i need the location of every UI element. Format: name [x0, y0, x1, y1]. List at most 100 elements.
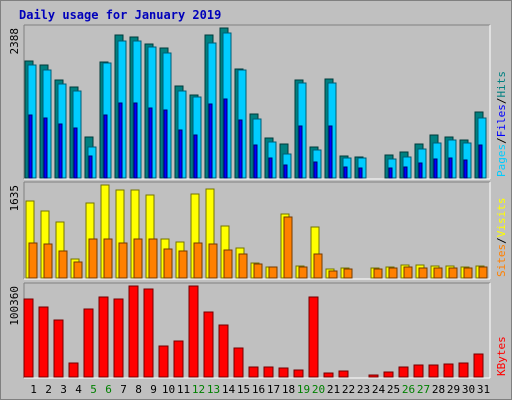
pages-files-hits-bar-pages-day-2 [43, 117, 48, 179]
pages-files-hits-bar-pages-day-22 [343, 166, 348, 179]
pages-files-hits-bar-pages-day-1 [28, 114, 33, 179]
visits-sites-bar-sites-day-5 [88, 238, 98, 279]
x-tick-label-day-28: 28 [432, 383, 445, 396]
kbytes-ymax-label: 100360 [8, 286, 21, 326]
x-tick-label-day-1: 1 [30, 383, 37, 396]
visits-sites-bar-sites-day-14 [223, 249, 233, 279]
pages-files-hits-legend-files: Files [495, 104, 508, 137]
pages-files-hits-ymax-label: 2388 [8, 28, 21, 55]
x-tick-label-day-11: 11 [177, 383, 190, 396]
kbytes-bar-kbytes-day-25 [383, 371, 394, 378]
kbytes-bar-kbytes-day-24 [368, 374, 379, 378]
visits-sites-bar-sites-day-11 [178, 250, 188, 279]
pages-files-hits-bar-pages-day-21 [328, 125, 333, 179]
pages-files-hits-bar-pages-day-6 [103, 114, 108, 179]
x-tick-label-day-3: 3 [60, 383, 67, 396]
visits-sites-bar-sites-day-28 [433, 267, 443, 279]
kbytes-bar-kbytes-day-28 [428, 364, 439, 378]
x-tick-label-day-16: 16 [252, 383, 265, 396]
kbytes-bar-kbytes-day-27 [413, 364, 424, 378]
visits-sites-bar-sites-day-29 [448, 267, 458, 279]
x-tick-label-day-6: 6 [105, 383, 112, 396]
kbytes-legend-kbytes: KBytes [495, 336, 508, 376]
kbytes-bar-kbytes-day-20 [308, 296, 319, 378]
x-tick-label-day-14: 14 [222, 383, 236, 396]
x-tick-label-day-12: 12 [192, 383, 205, 396]
kbytes-bar-kbytes-day-26 [398, 366, 409, 378]
visits-sites-bar-sites-day-20 [313, 253, 323, 279]
kbytes-bar-kbytes-day-6 [98, 296, 109, 378]
x-tick-label-day-24: 24 [372, 383, 386, 396]
visits-sites-ymax-label: 1635 [8, 185, 21, 212]
x-tick-label-day-5: 5 [90, 383, 97, 396]
pages-files-hits-legend-slash: / [495, 98, 508, 105]
pages-files-hits-bar-pages-day-16 [253, 144, 258, 179]
visits-sites-bar-sites-day-12 [193, 242, 203, 279]
pages-files-hits-bar-pages-day-18 [283, 164, 288, 179]
pages-files-hits-bar-pages-day-11 [178, 129, 183, 179]
kbytes-bar-kbytes-day-7 [113, 298, 124, 378]
pages-files-hits-bar-pages-day-4 [73, 127, 78, 179]
pages-files-hits-bar-pages-day-15 [238, 119, 243, 179]
x-tick-label-day-26: 26 [402, 383, 415, 396]
x-tick-label-day-15: 15 [237, 383, 250, 396]
kbytes-bar-kbytes-day-19 [293, 369, 304, 378]
x-tick-label-day-10: 10 [162, 383, 175, 396]
visits-sites-legend-sites: Sites [495, 244, 508, 277]
visits-sites-bar-sites-day-3 [58, 250, 68, 279]
visits-sites-bar-sites-day-27 [418, 267, 428, 279]
kbytes-bar-kbytes-day-11 [173, 340, 184, 378]
kbytes-bar-kbytes-day-13 [203, 311, 214, 378]
pages-files-hits-bar-pages-day-3 [58, 123, 63, 179]
pages-files-hits-bar-pages-day-20 [313, 161, 318, 179]
x-tick-label-day-23: 23 [357, 383, 370, 396]
visits-sites-bar-sites-day-31 [478, 266, 488, 279]
pages-files-hits-bar-pages-day-29 [448, 157, 453, 179]
pages-files-hits-bar-pages-day-13 [208, 103, 213, 179]
pages-files-hits-legend-hits: Hits [495, 71, 508, 98]
x-tick-label-day-13: 13 [207, 383, 220, 396]
visits-sites-bar-sites-day-21 [328, 270, 338, 279]
visits-sites-bar-sites-day-16 [253, 263, 263, 279]
kbytes-bar-kbytes-day-31 [473, 353, 484, 378]
pages-files-hits-legend: Pages/Files/Hits [495, 71, 508, 177]
x-tick-label-day-2: 2 [45, 383, 52, 396]
visits-sites-bar-sites-day-17 [268, 266, 278, 279]
pages-files-hits-bar-pages-day-14 [223, 98, 228, 179]
kbytes-legend: KBytes [495, 336, 508, 376]
visits-sites-bar-sites-day-7 [118, 242, 128, 279]
x-tick-label-day-29: 29 [447, 383, 460, 396]
x-tick-label-day-18: 18 [282, 383, 295, 396]
x-tick-label-day-17: 17 [267, 383, 280, 396]
visits-sites-bar-sites-day-10 [163, 248, 173, 279]
kbytes-bar-kbytes-day-12 [188, 285, 199, 378]
kbytes-bar-kbytes-day-15 [233, 347, 244, 378]
kbytes-bar-kbytes-day-16 [248, 366, 259, 378]
kbytes-bar-kbytes-day-1 [23, 298, 34, 378]
x-tick-label-day-27: 27 [417, 383, 430, 396]
kbytes-bar-kbytes-day-18 [278, 367, 289, 378]
pages-files-hits-bar-pages-day-31 [478, 144, 483, 179]
visits-sites-bar-sites-day-9 [148, 238, 158, 279]
pages-files-hits-bar-pages-day-28 [433, 158, 438, 179]
pages-files-hits-bar-pages-day-25 [388, 167, 393, 179]
pages-files-hits-bar-pages-day-17 [268, 157, 273, 179]
x-tick-label-day-22: 22 [342, 383, 355, 396]
kbytes-bar-kbytes-day-17 [263, 366, 274, 378]
pages-files-hits-bar-pages-day-12 [193, 134, 198, 179]
pages-files-hits-bar-pages-day-8 [133, 102, 138, 179]
pages-files-hits-bar-pages-day-26 [403, 166, 408, 179]
pages-files-hits-bar-pages-day-30 [463, 159, 468, 179]
x-tick-label-day-20: 20 [312, 383, 325, 396]
x-tick-label-day-19: 19 [297, 383, 310, 396]
visits-sites-bar-sites-day-19 [298, 266, 308, 279]
visits-sites-legend-visits: Visits [495, 198, 508, 238]
x-tick-label-day-31: 31 [477, 383, 490, 396]
visits-sites-bar-sites-day-30 [463, 267, 473, 279]
visits-sites-bar-sites-day-8 [133, 238, 143, 279]
visits-sites-bar-sites-day-1 [28, 242, 38, 279]
kbytes-bar-kbytes-day-4 [68, 362, 79, 378]
pages-files-hits-bar-pages-day-23 [358, 167, 363, 179]
kbytes-bar-kbytes-day-8 [128, 285, 139, 378]
x-tick-label-day-25: 25 [387, 383, 400, 396]
